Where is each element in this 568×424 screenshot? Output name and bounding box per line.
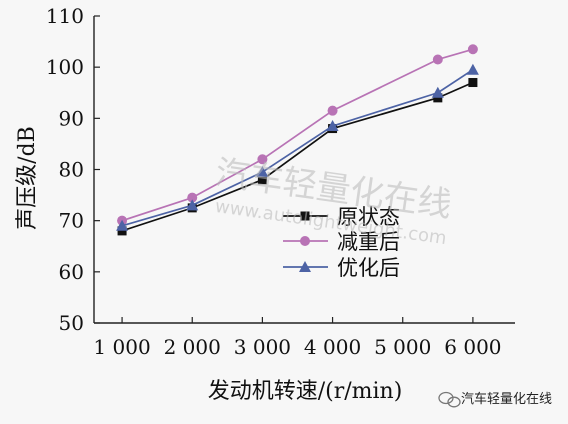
legend-item-optimized: 优化后 (283, 256, 400, 280)
y-tick-label: 70 (59, 209, 84, 233)
weight-reduced-point (432, 54, 443, 65)
y-tick-label: 60 (59, 260, 84, 284)
y-tick-label: 110 (46, 4, 84, 28)
legend-label: 原状态 (337, 205, 400, 229)
y-tick-label: 100 (46, 55, 84, 79)
wechat-icon (438, 391, 461, 408)
legend-label: 优化后 (337, 256, 400, 280)
optimized-point (326, 120, 339, 132)
y-axis-label: 声压级/dB (15, 126, 40, 230)
x-tick-label: 5 000 (374, 335, 431, 359)
weight-reduced-point (257, 154, 268, 165)
legend-label: 减重后 (337, 230, 400, 254)
original-point (468, 78, 478, 88)
weight-reduced-series-line (121, 48, 474, 222)
y-tick-label: 90 (59, 106, 84, 130)
weight-reduced-point (327, 105, 338, 116)
original-series-line (121, 81, 474, 232)
x-tick-label: 1 000 (93, 335, 150, 359)
optimized-series (116, 63, 479, 231)
footer-brand: 汽车轻量化在线 (438, 391, 552, 408)
optimized-point (256, 166, 269, 178)
optimized-series-line (121, 68, 474, 227)
optimized-point (186, 199, 199, 211)
y-tick-label: 80 (59, 158, 84, 182)
x-tick-label: 2 000 (164, 335, 221, 359)
weight-reduced-point (187, 192, 198, 203)
axes: 50 60 70 80 90 100 110 1 000 2 000 3 000 4 000 5 00… (46, 4, 515, 359)
legend-item-original: 原状态 (283, 205, 400, 229)
original-point (117, 226, 127, 236)
x-tick-label: 6 000 (444, 335, 501, 359)
legend-original-point (300, 211, 310, 221)
legend-optimized-point (299, 261, 311, 272)
footer-brand-text: 汽车轻量化在线 (461, 391, 552, 407)
x-tick-label: 4 000 (304, 335, 361, 359)
optimized-point (431, 86, 444, 98)
legend-item-weight-reduced: 减重后 (283, 230, 400, 254)
legend-weight-reduced-point (300, 236, 310, 246)
original-point (257, 175, 267, 185)
original-point (433, 93, 443, 103)
optimized-point (116, 219, 129, 231)
series-layer (116, 44, 479, 236)
y-tick-label: 50 (59, 311, 84, 335)
x-axis-label: 发动机转速/(r/min) (208, 379, 403, 404)
weight-reduced-point (467, 44, 478, 55)
optimized-point (466, 63, 479, 75)
x-tick-label: 3 000 (234, 335, 291, 359)
